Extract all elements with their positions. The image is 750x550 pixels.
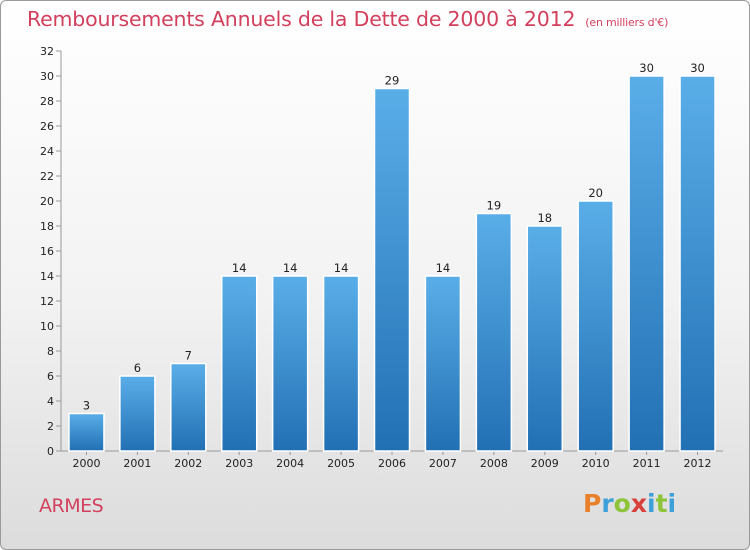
x-tick-label: 2003 [225,457,253,470]
y-tick-label: 32 [40,45,54,58]
x-tick-label: 2010 [582,457,610,470]
bar [220,275,258,452]
logo-letter: r [601,489,614,518]
logo-letter: P [583,489,602,518]
logo-letter: x [630,489,647,518]
bar [475,212,513,452]
chart-title-text: Remboursements Annuels de la Dette de 20… [27,7,576,31]
y-tick-label: 14 [40,270,54,283]
y-tick-label: 2 [47,420,54,433]
y-tick-label: 8 [47,345,54,358]
logo-letter: i [667,489,677,518]
y-tick-label: 16 [40,245,54,258]
logo-letter: t [655,489,668,518]
y-tick-label: 12 [40,295,54,308]
bar [424,275,462,452]
commune-name: ARMES [39,495,104,517]
bar-value-label: 14 [283,261,298,275]
x-tick-label: 2011 [633,457,661,470]
x-tick-label: 2008 [480,457,508,470]
y-tick-label: 6 [47,370,54,383]
chart-title: Remboursements Annuels de la Dette de 20… [27,7,668,31]
bar [119,375,156,452]
y-tick-label: 20 [40,195,54,208]
y-tick-label: 30 [40,70,54,83]
chart-labels: 3 6 7 14 14 14 29 14 19 18 20 30 30 [83,61,705,413]
x-tick-label: 2001 [123,457,151,470]
x-tick-label: 2006 [378,457,406,470]
x-tick-label: 2002 [174,457,202,470]
bar-value-label: 30 [690,61,705,75]
bar-value-label: 29 [385,74,400,88]
bar-value-label: 30 [639,61,654,75]
bar [577,200,614,452]
bar [322,275,360,452]
proxiti-logo[interactable]: Proxiti [583,489,676,518]
bar [679,75,716,452]
chart-bars [68,75,716,452]
y-tick-label: 24 [40,145,54,158]
y-tick-label: 10 [40,320,54,333]
logo-letter: o [613,489,631,518]
bar-value-label: 18 [537,211,552,225]
x-tick-label: 2009 [531,457,559,470]
bar-value-label: 19 [487,199,502,213]
bar [628,75,665,452]
logo-letter: i [647,489,656,518]
x-tick-label: 2007 [429,457,457,470]
y-tick-label: 4 [47,395,54,408]
y-tick-label: 18 [40,220,54,233]
chart-subtitle: (en milliers d'€) [585,16,669,29]
bar [68,412,105,452]
bar [526,225,564,452]
y-tick-label: 28 [40,95,54,108]
bar-value-label: 14 [232,261,247,275]
bar [170,362,207,452]
bar-value-label: 14 [334,261,349,275]
x-tick-label: 2000 [72,457,100,470]
y-tick-label: 22 [40,170,54,183]
y-tick-label: 0 [47,445,54,458]
bar-value-label: 14 [436,261,451,275]
x-tick-label: 2005 [327,457,355,470]
bar-value-label: 7 [185,349,192,363]
bar [271,275,309,452]
x-tick-label: 2012 [684,457,712,470]
bar-value-label: 3 [83,399,90,413]
bar-value-label: 20 [588,186,603,200]
x-tick-label: 2004 [276,457,304,470]
bar-value-label: 6 [134,361,141,375]
y-tick-label: 26 [40,120,54,133]
bar [373,87,411,452]
